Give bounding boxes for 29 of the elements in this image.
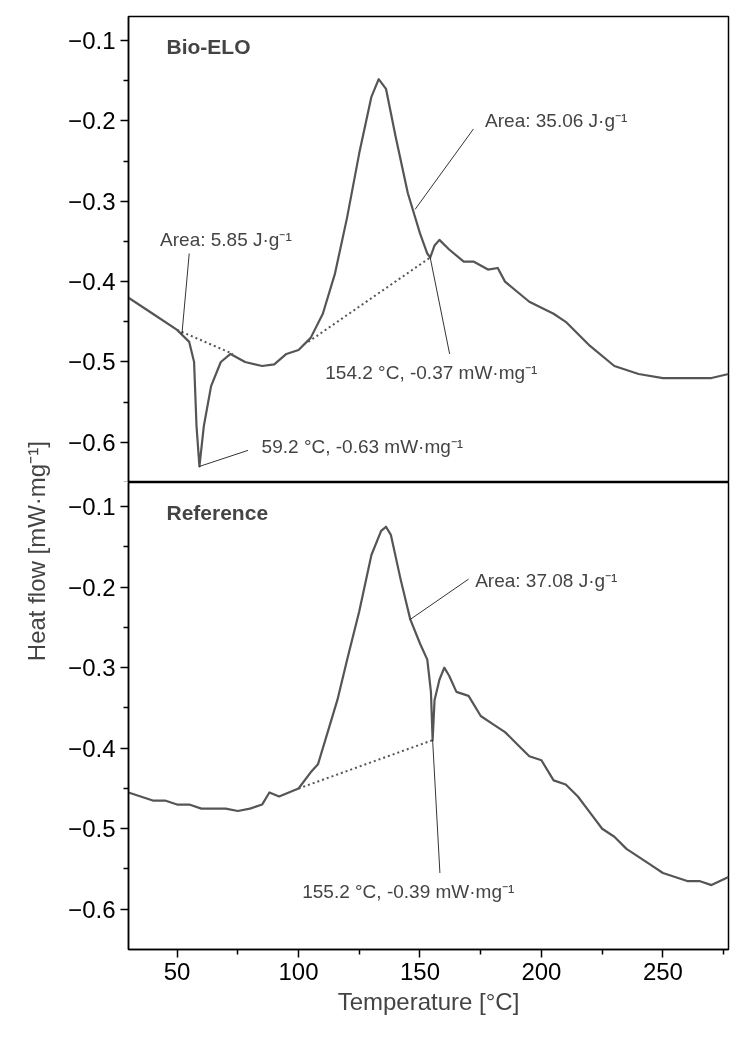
y-tick-label: −0.3 bbox=[68, 187, 116, 215]
annotation: 155.2 °C, -0.39 mW·mg⁻¹ bbox=[302, 881, 515, 903]
y-tick-label: −0.3 bbox=[68, 654, 116, 682]
x-tick-label: 200 bbox=[521, 957, 562, 985]
y-tick-label: −0.4 bbox=[68, 734, 116, 762]
y-axis-title: Heat flow [mW·mg⁻¹] bbox=[23, 441, 50, 662]
annotation: Area: 35.06 J·g⁻¹ bbox=[485, 110, 628, 132]
y-tick-label: −0.2 bbox=[68, 107, 116, 135]
y-tick-label: −0.1 bbox=[68, 493, 116, 521]
x-tick-label: 50 bbox=[163, 957, 191, 985]
x-tick-label: 100 bbox=[278, 957, 319, 985]
annotation: Area: 5.85 J·g⁻¹ bbox=[160, 229, 292, 251]
y-tick-label: −0.6 bbox=[68, 895, 116, 923]
annotation: 154.2 °C, -0.37 mW·mg⁻¹ bbox=[325, 361, 538, 383]
y-tick-label: −0.2 bbox=[68, 573, 116, 601]
y-tick-label: −0.5 bbox=[68, 815, 116, 843]
x-axis-title: Temperature [°C] bbox=[337, 987, 520, 1015]
x-tick-label: 250 bbox=[642, 957, 683, 985]
y-tick-label: −0.5 bbox=[68, 348, 116, 376]
y-tick-label: −0.4 bbox=[68, 268, 116, 296]
y-tick-label: −0.1 bbox=[68, 27, 116, 55]
annotation: 59.2 °C, -0.63 mW·mg⁻¹ bbox=[261, 435, 464, 457]
annotation: Area: 37.08 J·g⁻¹ bbox=[475, 570, 618, 592]
y-tick-label: −0.6 bbox=[68, 428, 116, 456]
x-tick-label: 150 bbox=[399, 957, 441, 985]
line-series bbox=[128, 525, 729, 887]
text: Reference bbox=[166, 500, 269, 524]
text: Bio-ELO bbox=[166, 34, 251, 58]
line-series bbox=[128, 78, 729, 468]
